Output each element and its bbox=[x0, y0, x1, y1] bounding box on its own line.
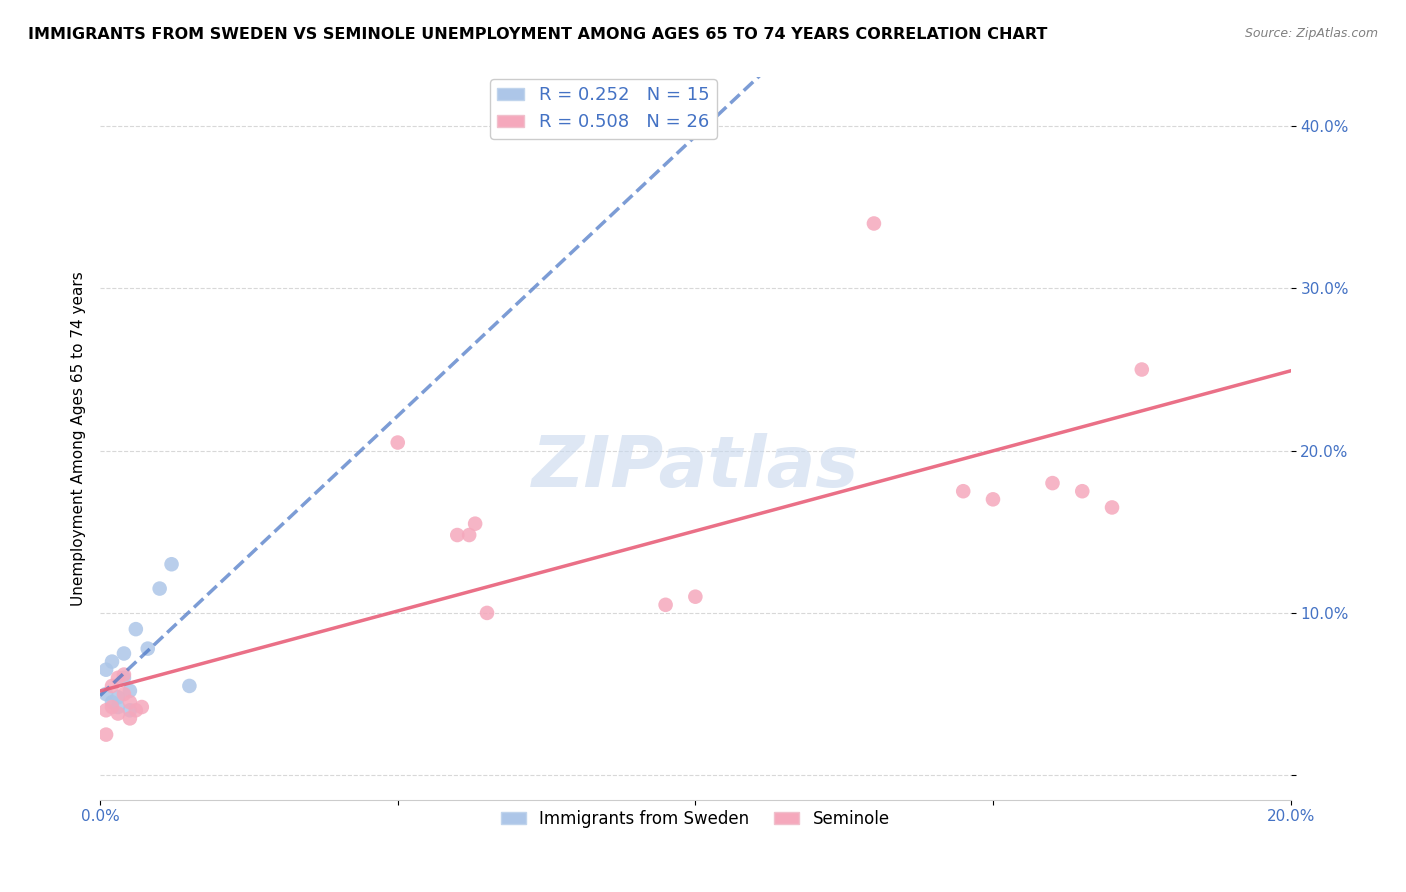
Point bbox=[101, 700, 124, 714]
Y-axis label: Unemployment Among Ages 65 to 74 years: Unemployment Among Ages 65 to 74 years bbox=[72, 271, 86, 606]
Point bbox=[118, 695, 141, 709]
Point bbox=[464, 516, 486, 531]
Point bbox=[1130, 362, 1153, 376]
Point bbox=[125, 703, 148, 717]
Point bbox=[446, 528, 468, 542]
Point bbox=[475, 606, 498, 620]
Point bbox=[387, 435, 409, 450]
Point bbox=[118, 711, 141, 725]
Point bbox=[94, 728, 117, 742]
Point bbox=[981, 492, 1004, 507]
Point bbox=[94, 687, 117, 701]
Text: IMMIGRANTS FROM SWEDEN VS SEMINOLE UNEMPLOYMENT AMONG AGES 65 TO 74 YEARS CORREL: IMMIGRANTS FROM SWEDEN VS SEMINOLE UNEMP… bbox=[28, 27, 1047, 42]
Point bbox=[863, 217, 886, 231]
Point bbox=[112, 647, 135, 661]
Point bbox=[685, 590, 707, 604]
Point bbox=[107, 690, 129, 705]
Point bbox=[952, 484, 974, 499]
Point bbox=[1071, 484, 1094, 499]
Point bbox=[107, 700, 129, 714]
Point bbox=[101, 655, 124, 669]
Point bbox=[107, 671, 129, 685]
Point bbox=[94, 663, 117, 677]
Text: ZIPatlas: ZIPatlas bbox=[531, 433, 859, 502]
Point bbox=[458, 528, 481, 542]
Point bbox=[160, 558, 183, 572]
Point bbox=[1042, 476, 1064, 491]
Point bbox=[118, 703, 141, 717]
Point bbox=[112, 667, 135, 681]
Point bbox=[112, 687, 135, 701]
Point bbox=[118, 683, 141, 698]
Point bbox=[131, 700, 153, 714]
Point bbox=[136, 641, 159, 656]
Point bbox=[107, 706, 129, 721]
Point bbox=[101, 695, 124, 709]
Point bbox=[112, 671, 135, 685]
Point bbox=[179, 679, 201, 693]
Point bbox=[1101, 500, 1123, 515]
Legend: Immigrants from Sweden, Seminole: Immigrants from Sweden, Seminole bbox=[495, 803, 897, 835]
Point bbox=[125, 622, 148, 636]
Point bbox=[101, 679, 124, 693]
Text: Source: ZipAtlas.com: Source: ZipAtlas.com bbox=[1244, 27, 1378, 40]
Point bbox=[94, 703, 117, 717]
Point bbox=[149, 582, 172, 596]
Point bbox=[654, 598, 676, 612]
